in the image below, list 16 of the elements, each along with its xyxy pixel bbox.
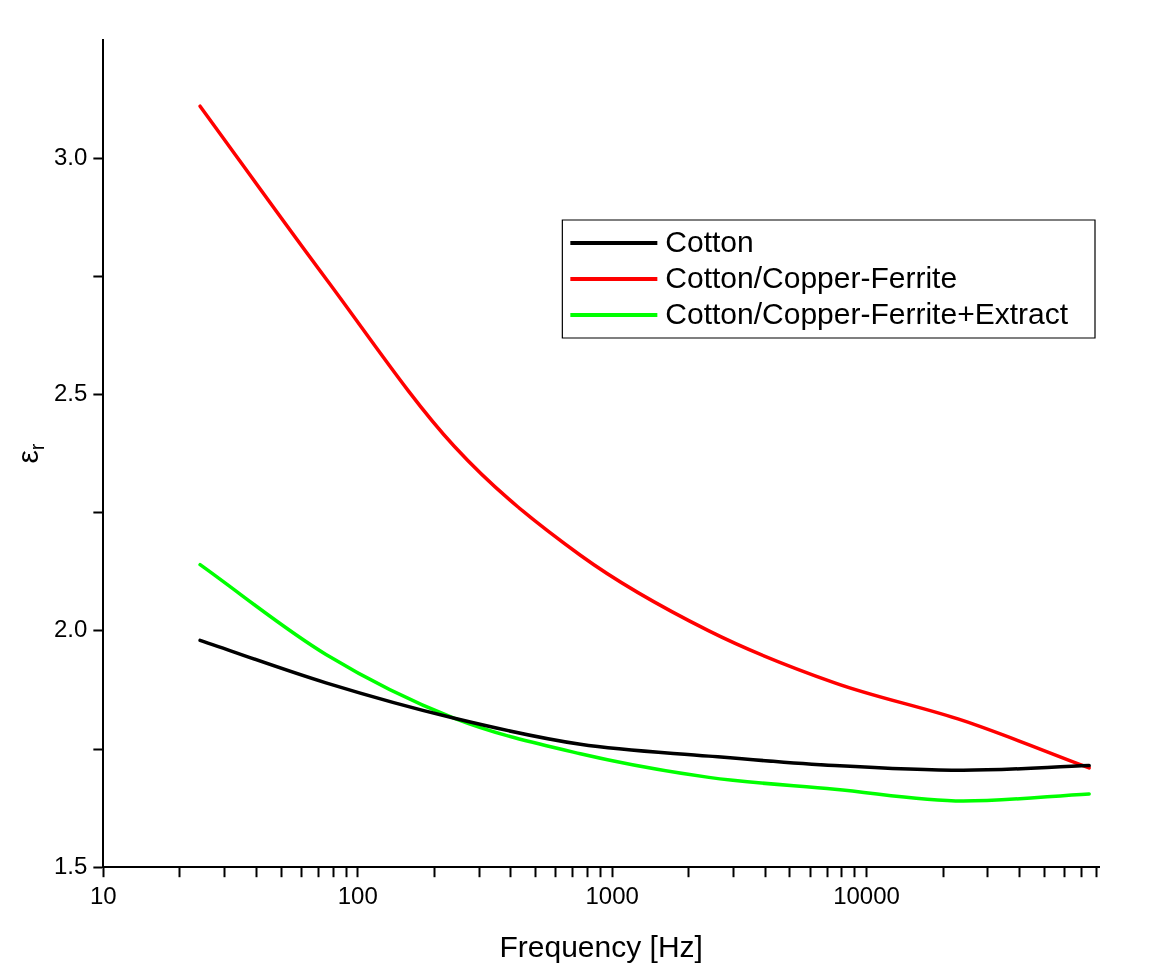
- y-tick-label: 2.0: [53, 615, 88, 643]
- y-axis-title: εr: [11, 443, 48, 464]
- legend-label: Cotton/Copper-Ferrite: [665, 261, 958, 295]
- line-series: [198, 562, 1091, 803]
- y-tick-label: 1.5: [53, 851, 88, 879]
- x-tick-label: 1000: [585, 882, 639, 910]
- x-tick-label: 10000: [833, 882, 900, 910]
- line-series: [198, 104, 1091, 770]
- x-tick-label: 100: [337, 882, 378, 910]
- x-tick-label: 10: [90, 882, 117, 910]
- y-tick-label: 3.0: [53, 142, 88, 170]
- line-series: [198, 638, 1091, 773]
- legend-label: Cotton/Copper-Ferrite+Extract: [665, 297, 1069, 331]
- y-tick-label: 2.5: [53, 379, 88, 407]
- legend-label: Cotton: [665, 225, 754, 259]
- x-axis-title: Frequency [Hz]: [499, 930, 703, 964]
